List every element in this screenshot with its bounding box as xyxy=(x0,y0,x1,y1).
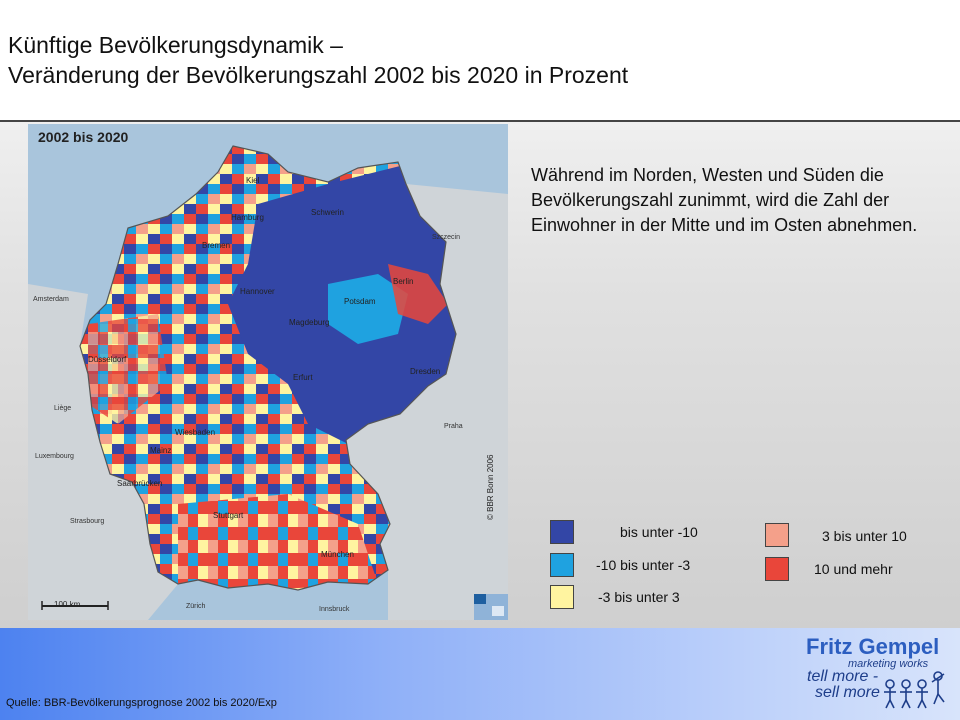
logo-slogan-2: sell more xyxy=(815,684,880,701)
legend-label-3: -3 bis unter 3 xyxy=(598,589,680,605)
city-muenchen: München xyxy=(321,550,354,559)
city-stuttgart: Stuttgart xyxy=(213,511,244,520)
map-copyright: © BBR Bonn 2006 xyxy=(486,454,495,521)
logo-slogan-1: tell more - xyxy=(807,668,879,685)
legend-swatch-1 xyxy=(550,520,574,544)
city-magdeburg: Magdeburg xyxy=(289,318,330,327)
neighbour-land-east xyxy=(346,184,508,620)
legend-swatch-3 xyxy=(550,585,574,609)
legend-swatch-4 xyxy=(765,523,789,547)
scale-label: 100 km xyxy=(54,600,81,609)
stick-figures-icon xyxy=(884,671,945,709)
scale-bar xyxy=(41,601,109,610)
bbr-logo xyxy=(474,594,508,620)
legend-label-4: 3 bis unter 10 xyxy=(822,528,907,544)
city-kiel: Kiel xyxy=(246,176,260,185)
description-text: Während im Norden, Westen und Süden die … xyxy=(531,165,918,235)
legend-label-2: -10 bis unter -3 xyxy=(596,557,691,573)
title-line-2: Veränderung der Bevölkerungszahl 2002 bi… xyxy=(8,62,629,88)
city-potsdam: Potsdam xyxy=(344,297,376,306)
logo-tagline: marketing works xyxy=(848,658,929,670)
city-praha: Praha xyxy=(444,423,463,430)
city-schwerin: Schwerin xyxy=(311,208,344,217)
legend-label-1: bis unter -10 xyxy=(620,524,698,540)
population-change-map xyxy=(28,124,508,620)
city-wiesbaden: Wiesbaden xyxy=(175,428,216,437)
map-caption: 2002 bis 2020 xyxy=(38,129,129,145)
footer-band xyxy=(0,628,960,720)
legend-swatch-5 xyxy=(765,557,789,581)
city-strasbourg: Strasbourg xyxy=(70,518,105,525)
title-line-1: Künftige Bevölkerungsdynamik – xyxy=(8,32,343,58)
city-saarbruecken: Saarbrücken xyxy=(117,479,163,488)
germany-border xyxy=(79,145,457,591)
city-hannover: Hannover xyxy=(240,287,275,296)
city-mainz: Mainz xyxy=(150,446,172,455)
city-dresden: Dresden xyxy=(410,367,441,376)
source-note: Quelle: BBR-Bevölkerungsprognose 2002 bi… xyxy=(6,697,277,709)
title-divider xyxy=(0,120,960,122)
legend-swatch-2 xyxy=(550,553,574,577)
city-szczecin: Szczecin xyxy=(432,234,461,241)
city-duesseldorf: Düsseldorf xyxy=(88,355,127,364)
city-bremen: Bremen xyxy=(202,241,231,250)
city-luxembourg: Luxembourg xyxy=(35,453,74,460)
logo-name: Fritz Gempel xyxy=(806,634,940,659)
city-zuerich: Zürich xyxy=(186,603,206,610)
city-hamburg: Hamburg xyxy=(231,213,264,222)
city-liege: Liège xyxy=(54,405,72,412)
city-berlin: Berlin xyxy=(393,277,414,286)
legend-label-5: 10 und mehr xyxy=(814,561,893,577)
city-innsbruck: Innsbruck xyxy=(319,606,350,613)
slide-title: Künftige Bevölkerungsdynamik – Veränderu… xyxy=(8,30,628,90)
city-amsterdam: Amsterdam xyxy=(33,296,69,303)
city-erfurt: Erfurt xyxy=(293,373,313,382)
